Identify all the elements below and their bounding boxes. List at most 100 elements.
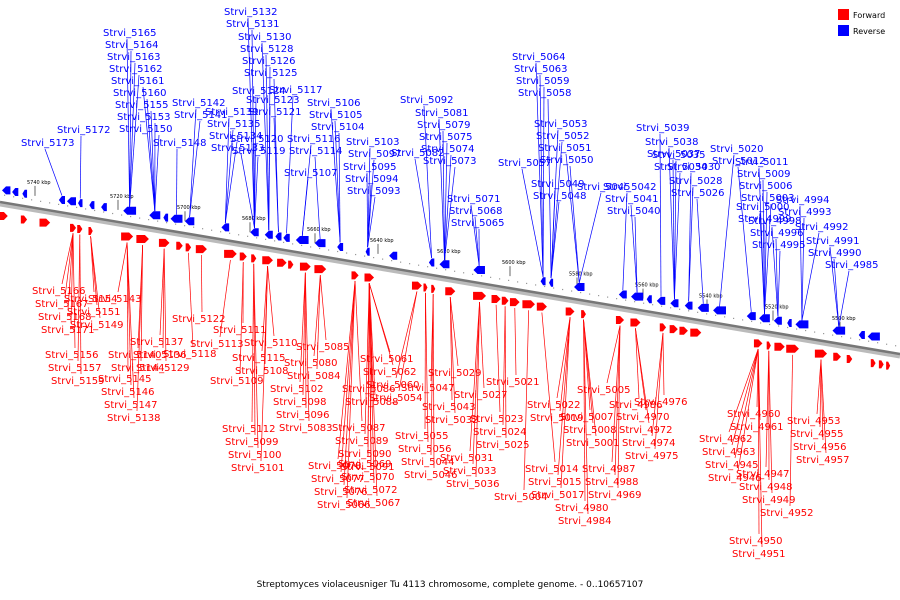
reverse-gene-arrow <box>58 195 65 204</box>
reverse-leader-line <box>265 54 270 231</box>
forward-gene-label: Strvi_5043 <box>422 402 476 413</box>
tick-label: 5500 kbp <box>832 316 856 322</box>
reverse-leader-line <box>630 204 638 293</box>
forward-gene-label: Strvi_5144 <box>111 363 165 374</box>
scale-dot <box>760 322 762 324</box>
forward-gene-label: Strvi_5111 <box>213 325 267 336</box>
scale-dot <box>724 316 726 318</box>
reverse-gene-label: Strvi_5103 <box>346 137 400 148</box>
forward-leader-line <box>261 266 268 352</box>
reverse-leader-line <box>547 98 552 279</box>
scale-dot <box>382 258 384 260</box>
forward-gene-arrow <box>833 352 841 361</box>
scale-dot <box>553 287 555 289</box>
reverse-gene-arrow <box>221 223 230 232</box>
forward-leader-line <box>64 233 74 298</box>
scale-dot <box>193 226 195 228</box>
reverse-gene-arrow <box>66 197 76 206</box>
reverse-gene-label: Strvi_5150 <box>119 124 173 135</box>
reverse-gene-label: Strvi_5104 <box>311 122 365 133</box>
forward-gene-label: Strvi_5001 <box>566 438 620 449</box>
reverse-gene-label: Strvi_5093 <box>347 186 401 197</box>
scale-dot <box>247 235 249 237</box>
scale-dot <box>436 267 438 269</box>
reverse-leader-line <box>550 189 556 279</box>
reverse-gene-label: Strvi_5075 <box>419 132 473 143</box>
reverse-leader-line <box>801 217 805 321</box>
forward-gene-arrow <box>423 283 428 292</box>
reverse-leader-line <box>521 168 544 277</box>
reverse-gene-label: Strvi_5126 <box>242 56 296 67</box>
reverse-leader-line <box>565 153 580 283</box>
forward-leader-line <box>159 248 165 336</box>
forward-leader-line <box>304 272 310 422</box>
forward-gene-label: Strvi_5167 <box>35 299 89 310</box>
reverse-leader-line <box>261 42 270 231</box>
scale-dot <box>40 200 42 202</box>
reverse-leader-line <box>224 129 234 224</box>
forward-leader-line <box>126 242 129 373</box>
forward-gene-label: Strvi_5157 <box>48 363 102 374</box>
legend-swatch-reverse <box>838 25 849 36</box>
forward-gene-label: Strvi_4957 <box>796 455 850 466</box>
scale-dot <box>841 336 843 338</box>
forward-gene-arrow <box>690 328 702 337</box>
reverse-leader-line <box>189 120 201 218</box>
forward-gene-label: Strvi_4951 <box>732 549 786 560</box>
reverse-gene-label: Strvi_5079 <box>417 120 471 131</box>
forward-leader-line <box>734 348 759 459</box>
reverse-gene-arrow <box>759 314 770 323</box>
forward-gene-label: Strvi_5007 <box>560 412 614 423</box>
tick-label: 5600 kbp <box>502 260 526 266</box>
forward-gene-label: Strvi_5110 <box>244 338 298 349</box>
scale-dot <box>895 345 897 347</box>
reverse-gene-arrow <box>773 316 782 325</box>
reverse-gene-label: Strvi_5120 <box>230 134 284 145</box>
forward-gene-arrow <box>766 341 771 350</box>
legend-item-reverse: Reverse <box>838 25 885 36</box>
reverse-gene-label: Strvi_4993 <box>778 207 832 218</box>
forward-gene-label: Strvi_5032 <box>425 415 479 426</box>
legend-item-forward: Forward <box>838 9 885 20</box>
forward-leader-line <box>541 312 556 463</box>
forward-leader-line <box>654 332 664 450</box>
reverse-gene-label: Strvi_5049 <box>531 179 585 190</box>
reverse-leader-line <box>367 184 372 248</box>
reverse-leader-line <box>286 95 294 234</box>
reverse-gene-label: Strvi_5124 <box>232 86 286 97</box>
forward-leader-line <box>662 332 665 396</box>
reverse-gene-label: Strvi_5011 <box>735 157 789 168</box>
backbone-shadow <box>0 201 900 359</box>
forward-gene-arrow <box>846 355 853 364</box>
forward-gene-label: Strvi_5085 <box>296 342 350 353</box>
reverse-gene-label: Strvi_5106 <box>307 98 361 109</box>
forward-leader-line <box>816 359 822 415</box>
forward-gene-arrow <box>314 265 327 274</box>
legend-label-forward: Forward <box>853 11 885 20</box>
forward-gene-arrow <box>176 241 183 250</box>
reverse-gene-label: Strvi_5034 <box>654 162 708 173</box>
forward-gene-label: Strvi_5078 <box>308 461 362 472</box>
reverse-gene-label: Strvi_5153 <box>117 112 171 123</box>
forward-leader-line <box>368 283 394 366</box>
forward-gene-arrow <box>509 298 520 307</box>
forward-gene-arrow <box>445 287 456 296</box>
scale-dot <box>499 278 501 280</box>
reverse-leader-line <box>550 141 563 279</box>
scale-dot <box>67 205 69 207</box>
forward-gene-label: Strvi_5118 <box>163 349 217 360</box>
forward-leader-line <box>495 304 501 413</box>
forward-gene-label: Strvi_5098 <box>273 397 327 408</box>
reverse-gene-arrow <box>283 233 290 242</box>
forward-leader-line <box>90 236 101 319</box>
forward-leader-line <box>556 317 571 399</box>
forward-gene-label: Strvi_5004 <box>494 492 548 503</box>
reverse-gene-arrow <box>12 188 19 197</box>
forward-leader-line <box>368 283 375 484</box>
scale-dot <box>427 266 429 268</box>
reverse-leader-line <box>539 74 544 277</box>
scale-dot <box>328 249 330 251</box>
reverse-gene-label: Strvi_5139 <box>205 107 259 118</box>
reverse-gene-arrow <box>549 278 554 287</box>
reverse-gene-label: Strvi_5114 <box>289 146 343 157</box>
